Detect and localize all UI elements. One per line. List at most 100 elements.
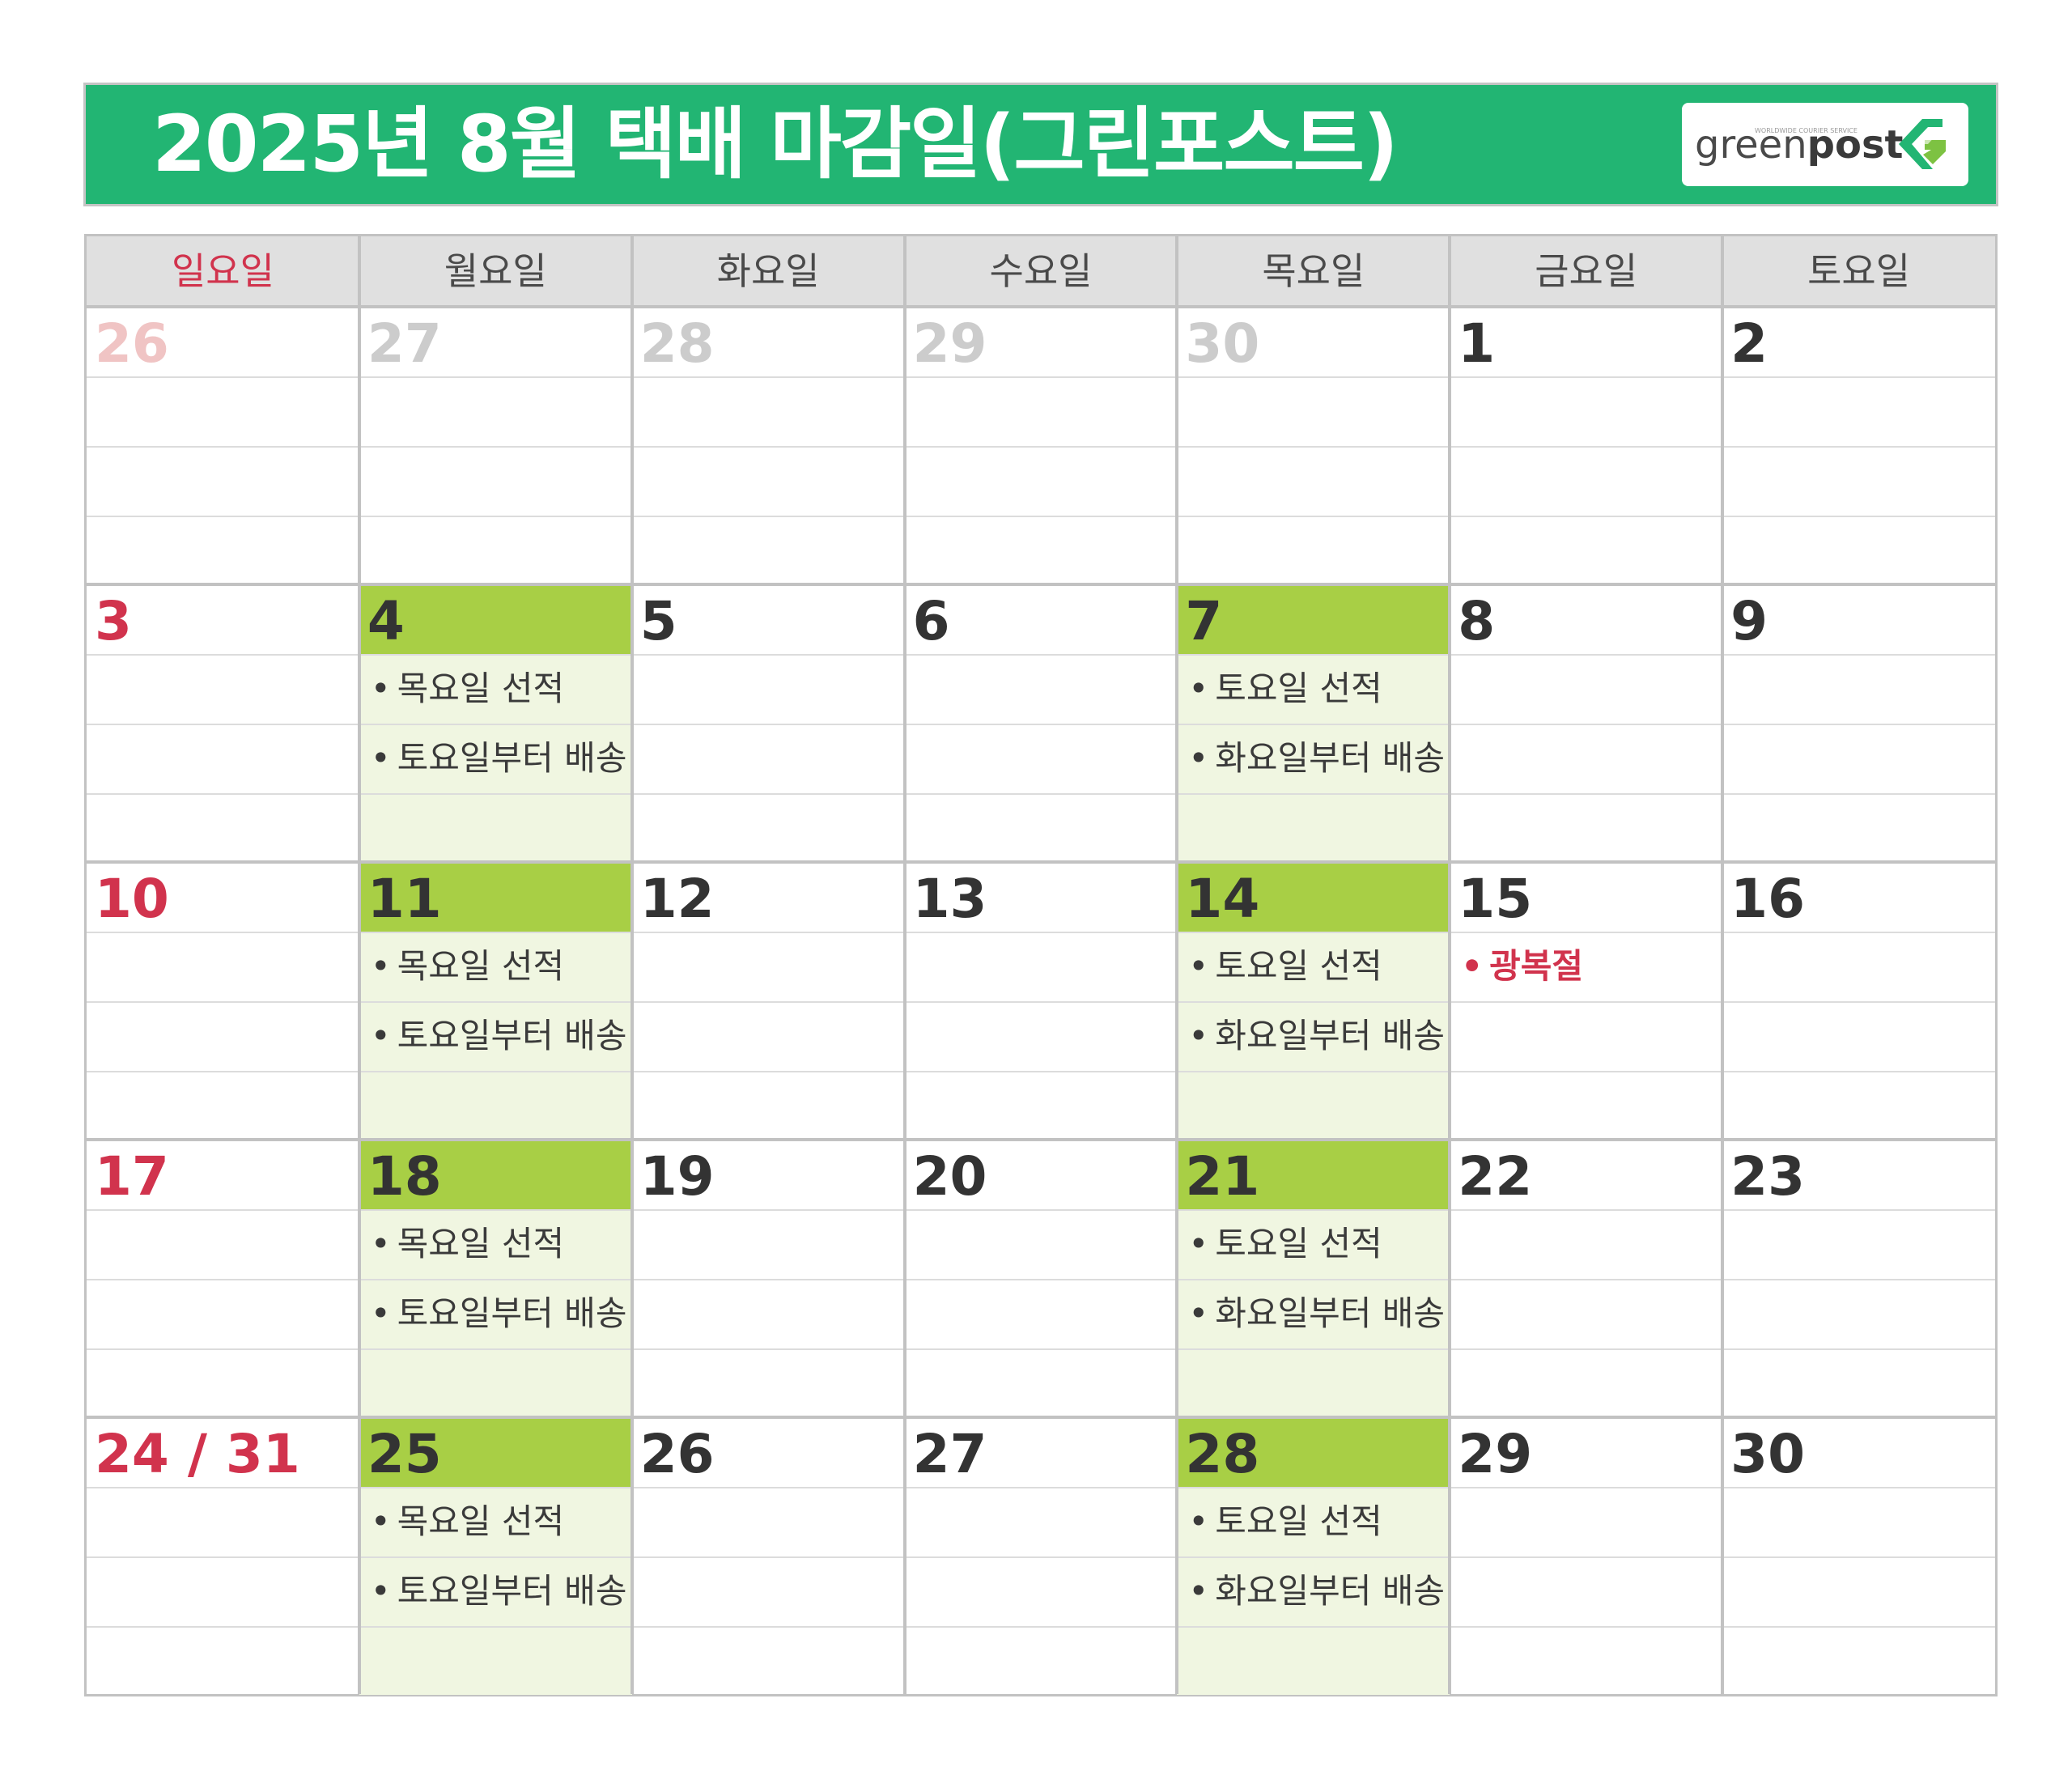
date-number: 29 bbox=[912, 312, 987, 375]
date-strip: 13 bbox=[905, 862, 1178, 932]
ruled-line bbox=[87, 1348, 1995, 1350]
bullet-icon: • bbox=[1188, 1571, 1209, 1611]
bullet-icon: • bbox=[370, 1571, 391, 1611]
bullet-icon: • bbox=[370, 1224, 391, 1263]
date-strip: 30 bbox=[1177, 307, 1450, 376]
date-number: 3 bbox=[95, 590, 132, 652]
note-text: 목요일 선적 bbox=[397, 946, 565, 986]
logo-text-light: green bbox=[1695, 122, 1807, 168]
bullet-icon: • bbox=[370, 738, 391, 778]
date-strip: 9 bbox=[1722, 584, 1995, 654]
date-number: 4 bbox=[367, 590, 405, 652]
weekday-header-friday: 금요일 bbox=[1535, 249, 1638, 293]
day-cell: 22 bbox=[1450, 1140, 1722, 1417]
column-divider bbox=[1721, 236, 1725, 1694]
day-cell: 27 bbox=[905, 1417, 1178, 1695]
bullet-icon: • bbox=[1188, 1501, 1209, 1541]
weekday-header-tuesday: 화요일 bbox=[716, 249, 820, 293]
day-cell: 26 bbox=[87, 307, 359, 584]
day-cell: 15 • 광복절 bbox=[1450, 862, 1722, 1140]
date-strip: 22 bbox=[1450, 1140, 1722, 1209]
date-strip: 1 bbox=[1450, 307, 1722, 376]
date-strip: 16 bbox=[1722, 862, 1995, 932]
bullet-icon: • bbox=[370, 1016, 391, 1055]
day-cell: 6 bbox=[905, 584, 1178, 862]
day-cell: 30 bbox=[1177, 307, 1450, 584]
day-cell: 14 • 토요일 선적 • 화요일부터 배송 bbox=[1177, 862, 1450, 1140]
date-strip: 26 bbox=[87, 307, 359, 376]
day-cell: 19 bbox=[632, 1140, 905, 1417]
date-strip: 30 bbox=[1722, 1417, 1995, 1487]
day-cell: 23 bbox=[1722, 1140, 1995, 1417]
day-cell: 18 • 목요일 선적 • 토요일부터 배송 bbox=[359, 1140, 632, 1417]
day-cell: 27 bbox=[359, 307, 632, 584]
delivery-note: • 토요일부터 배송 bbox=[371, 724, 627, 793]
date-number: 28 bbox=[639, 312, 715, 375]
delivery-note: • 화요일부터 배송 bbox=[1188, 1556, 1445, 1626]
date-number: 26 bbox=[95, 312, 169, 375]
note-text: 화요일부터 배송 bbox=[1215, 1293, 1446, 1333]
date-strip: 20 bbox=[905, 1140, 1178, 1209]
date-number: 8 bbox=[1458, 590, 1496, 652]
date-strip: 27 bbox=[359, 307, 632, 376]
note-text: 토요일 선적 bbox=[1215, 1501, 1382, 1541]
column-divider bbox=[902, 236, 906, 1694]
date-number: 29 bbox=[1458, 1423, 1533, 1485]
day-cell: 20 bbox=[905, 1140, 1178, 1417]
date-number: 2 bbox=[1730, 312, 1768, 375]
note-text: 토요일 선적 bbox=[1215, 946, 1382, 986]
note-text: 목요일 선적 bbox=[397, 1224, 565, 1263]
bullet-icon: • bbox=[1188, 669, 1209, 708]
note-text: 토요일 선적 bbox=[1215, 1224, 1382, 1263]
date-number: 23 bbox=[1730, 1145, 1805, 1208]
date-number: 19 bbox=[639, 1145, 715, 1208]
date-number: 25 bbox=[367, 1423, 442, 1485]
week-divider bbox=[87, 583, 1995, 586]
column-divider bbox=[1175, 236, 1179, 1694]
date-strip: 26 bbox=[632, 1417, 905, 1487]
date-strip: 19 bbox=[632, 1140, 905, 1209]
day-cell: 10 bbox=[87, 862, 359, 1140]
weekday-header-sunday: 일요일 bbox=[171, 249, 274, 293]
note-text: 토요일부터 배송 bbox=[397, 1016, 627, 1055]
note-text: 토요일 선적 bbox=[1215, 669, 1382, 708]
deadline-date-strip: 21 bbox=[1177, 1140, 1450, 1209]
weekday-header-wednesday: 수요일 bbox=[989, 249, 1093, 293]
ruled-line bbox=[87, 1556, 1995, 1558]
page-title: 2025년 8월 택배 마감일(그린포스트) bbox=[152, 99, 1399, 189]
title-banner: 2025년 8월 택배 마감일(그린포스트) WORLDWIDE COURIER… bbox=[83, 83, 1998, 206]
column-divider bbox=[357, 236, 361, 1694]
day-cell: 28 • 토요일 선적 • 화요일부터 배송 bbox=[1177, 1417, 1450, 1695]
date-number: 13 bbox=[912, 868, 987, 930]
date-strip: 5 bbox=[632, 584, 905, 654]
date-number: 6 bbox=[912, 590, 950, 652]
bullet-icon: • bbox=[1461, 946, 1484, 986]
deadline-date-strip: 4 bbox=[359, 584, 632, 654]
logo-text-bold: post bbox=[1807, 122, 1904, 168]
date-number: 24 / 31 bbox=[95, 1423, 300, 1485]
date-strip: 3 bbox=[87, 584, 359, 654]
day-cell: 3 bbox=[87, 584, 359, 862]
weekday-header-thursday: 목요일 bbox=[1262, 249, 1365, 293]
ruled-line bbox=[87, 932, 1995, 933]
date-number: 27 bbox=[367, 312, 442, 375]
note-text: 화요일부터 배송 bbox=[1215, 1016, 1446, 1055]
logo-tagline: WORLDWIDE COURIER SERVICE bbox=[1755, 127, 1858, 134]
day-cell: 9 bbox=[1722, 584, 1995, 862]
date-number: 12 bbox=[639, 868, 715, 930]
note-text: 토요일부터 배송 bbox=[397, 1571, 627, 1611]
shipping-note: • 목요일 선적 bbox=[371, 654, 564, 724]
ruled-line bbox=[87, 1279, 1995, 1280]
weekday-header-row: 일요일 월요일 화요일 수요일 목요일 금요일 토요일 bbox=[87, 236, 1995, 307]
note-text: 화요일부터 배송 bbox=[1215, 1571, 1446, 1611]
date-strip: 2 bbox=[1722, 307, 1995, 376]
week-divider bbox=[87, 860, 1995, 864]
day-cell: 13 bbox=[905, 862, 1178, 1140]
date-number: 5 bbox=[639, 590, 677, 652]
note-text: 목요일 선적 bbox=[397, 1501, 565, 1541]
date-strip: 6 bbox=[905, 584, 1178, 654]
ruled-line bbox=[87, 1626, 1995, 1628]
weekday-header-monday: 월요일 bbox=[444, 249, 547, 293]
delivery-note: • 토요일부터 배송 bbox=[371, 1279, 627, 1348]
weekday-header-saturday: 토요일 bbox=[1807, 249, 1911, 293]
